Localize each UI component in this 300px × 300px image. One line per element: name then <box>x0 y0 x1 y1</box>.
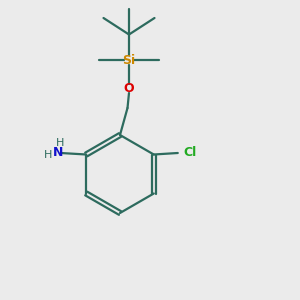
Text: H: H <box>56 138 64 148</box>
Text: Si: Si <box>122 53 136 67</box>
Text: H: H <box>44 149 52 160</box>
Text: N: N <box>52 146 63 160</box>
Text: O: O <box>124 82 134 95</box>
Text: Cl: Cl <box>184 146 197 160</box>
